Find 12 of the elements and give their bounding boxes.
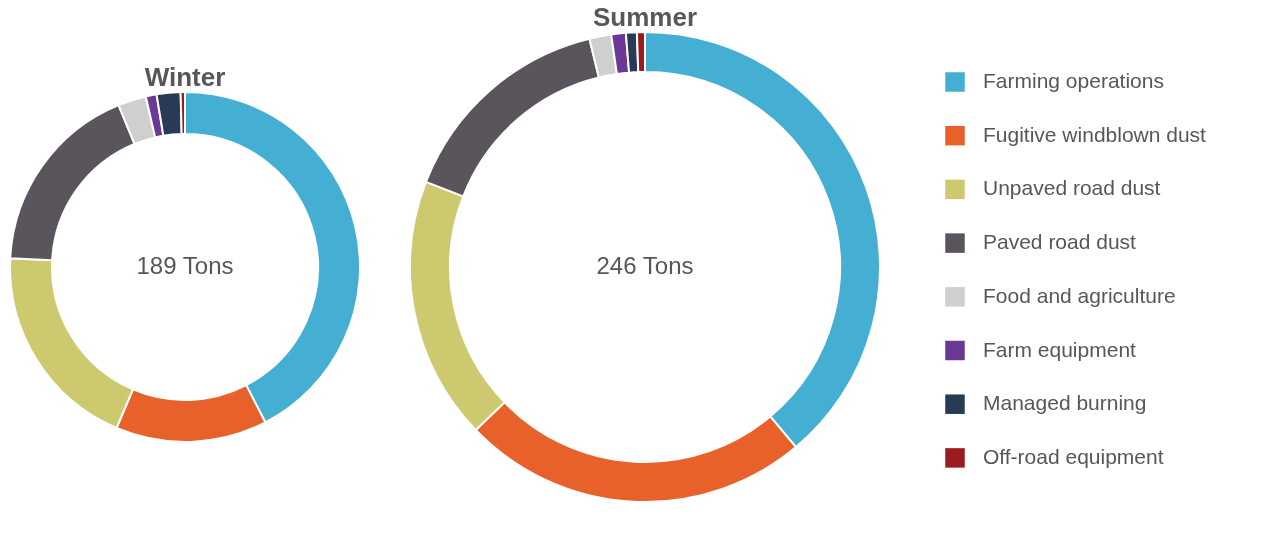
- legend-label: Off-road equipment: [983, 444, 1164, 468]
- legend-label: Food and agriculture: [983, 283, 1176, 307]
- legend-label: Farming operations: [983, 69, 1164, 92]
- text: 246 Tons: [596, 252, 694, 279]
- chart-title: Summer: [592, 2, 698, 32]
- legend-label: Paved road dust: [983, 230, 1137, 254]
- legend-label: Unpaved road dust: [983, 176, 1161, 200]
- chart-title: Winter: [144, 62, 226, 92]
- text: 189 Tons: [136, 252, 234, 279]
- legend-label: Farm equipment: [983, 337, 1137, 361]
- legend-label: Fugitive windblown dust: [983, 122, 1207, 146]
- legend-label: Managed burning: [983, 391, 1147, 415]
